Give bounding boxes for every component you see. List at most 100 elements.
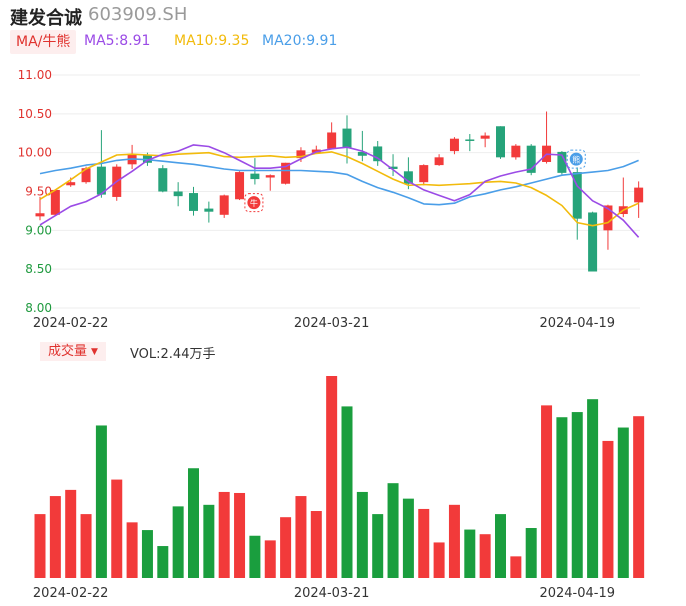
ma-indicator-selector[interactable]: MA/牛熊 — [10, 30, 77, 54]
candle-body — [480, 135, 490, 139]
volume-bar — [157, 546, 169, 578]
volume-bar — [433, 542, 445, 578]
candle-body — [96, 166, 106, 195]
volume-bar — [234, 492, 246, 578]
candle-body — [327, 132, 337, 149]
volume-bar — [34, 514, 46, 578]
volume-bar — [510, 556, 522, 578]
price-axis-tick-label: 11.00 — [18, 68, 52, 82]
volume-bar — [172, 506, 184, 578]
stock-code: 603909.SH — [88, 4, 188, 25]
volume-bar — [341, 406, 353, 578]
signal-marker-dot — [247, 196, 261, 210]
candle-body — [557, 151, 567, 173]
candle-body — [204, 208, 214, 212]
candle-body — [219, 195, 229, 215]
volume-bar — [387, 483, 399, 578]
candle-body — [235, 172, 245, 200]
signal-marker-dot — [569, 152, 583, 166]
candle-body — [634, 187, 644, 203]
candle-body — [373, 146, 383, 162]
candle-body — [173, 191, 183, 197]
candle-body — [81, 168, 91, 183]
volume-bar — [80, 514, 92, 578]
candle-body — [50, 189, 60, 215]
price-axis-tick-label: 8.50 — [25, 262, 52, 276]
volume-bar — [310, 511, 322, 578]
volume-bar — [111, 479, 123, 578]
price-axis-tick-label: 8.00 — [25, 301, 52, 315]
volume-bar — [556, 417, 568, 578]
volume-bar — [541, 405, 553, 578]
ma5-line — [39, 144, 640, 238]
candle-body — [434, 157, 444, 166]
volume-bar — [479, 534, 491, 578]
signal-marker-label: 牛 — [250, 198, 258, 208]
candle-body — [265, 175, 275, 178]
volume-bar — [95, 425, 107, 578]
stock-name: 建发合诚 — [10, 8, 82, 29]
candle-body — [296, 150, 306, 159]
price-chart[interactable]: 11.00 10.50 10.00 9.50 9.00 8.50 8.002024-02-2… — [0, 0, 686, 340]
candle-body — [357, 151, 367, 156]
volume-indicator-label: 成交量 — [48, 344, 88, 359]
volume-bar — [617, 427, 629, 578]
volume-bar — [372, 514, 384, 578]
volume-bar — [188, 468, 199, 578]
volume-bar — [602, 440, 614, 578]
ma10-line — [39, 151, 639, 227]
volume-bar — [402, 498, 414, 578]
signal-marker-label: 熊 — [572, 155, 580, 165]
price-x-axis-label: 2024-03-21 — [294, 316, 370, 331]
volume-bar — [203, 504, 215, 578]
ma20-value: MA20:9.91 — [262, 33, 338, 49]
candle-body — [250, 173, 260, 180]
volume-bar — [495, 514, 506, 578]
price-x-axis-label: 2024-02-22 — [33, 316, 109, 331]
volume-bar — [571, 412, 583, 578]
volume-bar — [280, 517, 292, 578]
ma20-line — [39, 158, 639, 206]
signal-marker-frame — [244, 193, 264, 213]
candle-body — [66, 182, 76, 186]
candle-body — [419, 165, 429, 183]
price-axis-tick-label: 9.00 — [25, 223, 52, 237]
volume-bar — [126, 522, 138, 578]
candle-body — [342, 128, 352, 149]
volume-bar — [264, 540, 276, 578]
volume-indicator-selector[interactable]: 成交量 ▼ — [40, 342, 106, 361]
volume-bar — [65, 489, 77, 578]
candle-body — [588, 212, 598, 272]
candle-body — [572, 172, 582, 219]
candle-body — [142, 154, 152, 163]
candle-body — [388, 166, 398, 169]
caret-down-icon: ▼ — [91, 347, 98, 357]
price-axis-tick-label: 9.50 — [25, 185, 52, 199]
volume-bar — [464, 529, 476, 578]
volume-bar — [448, 504, 460, 578]
volume-bar — [141, 530, 153, 578]
signal-marker-frame — [566, 149, 586, 169]
volume-bar — [418, 508, 430, 578]
volume-bar — [633, 416, 645, 578]
candle-body — [403, 171, 413, 184]
volume-x-axis-label: 2024-02-22 — [33, 586, 109, 601]
candle-body — [158, 168, 168, 192]
candle-body — [281, 162, 291, 184]
volume-bar — [295, 496, 307, 578]
ma10-value: MA10:9.35 — [174, 33, 250, 49]
price-axis-tick-label: 10.50 — [18, 107, 52, 121]
price-axis-tick-label: 10.00 — [18, 146, 52, 160]
candle-body — [496, 126, 505, 158]
candle-body — [465, 139, 475, 141]
volume-bar — [49, 496, 61, 578]
price-x-axis-label: 2024-04-19 — [539, 316, 615, 331]
volume-x-axis-label: 2024-03-21 — [294, 586, 370, 601]
candle-body — [526, 145, 536, 173]
volume-bar — [525, 528, 537, 578]
volume-value: VOL:2.44万手 — [130, 347, 216, 362]
candle-body — [449, 138, 459, 152]
volume-x-axis-label: 2024-04-19 — [539, 586, 615, 601]
candle-body — [603, 205, 613, 231]
candle-body — [189, 193, 198, 211]
